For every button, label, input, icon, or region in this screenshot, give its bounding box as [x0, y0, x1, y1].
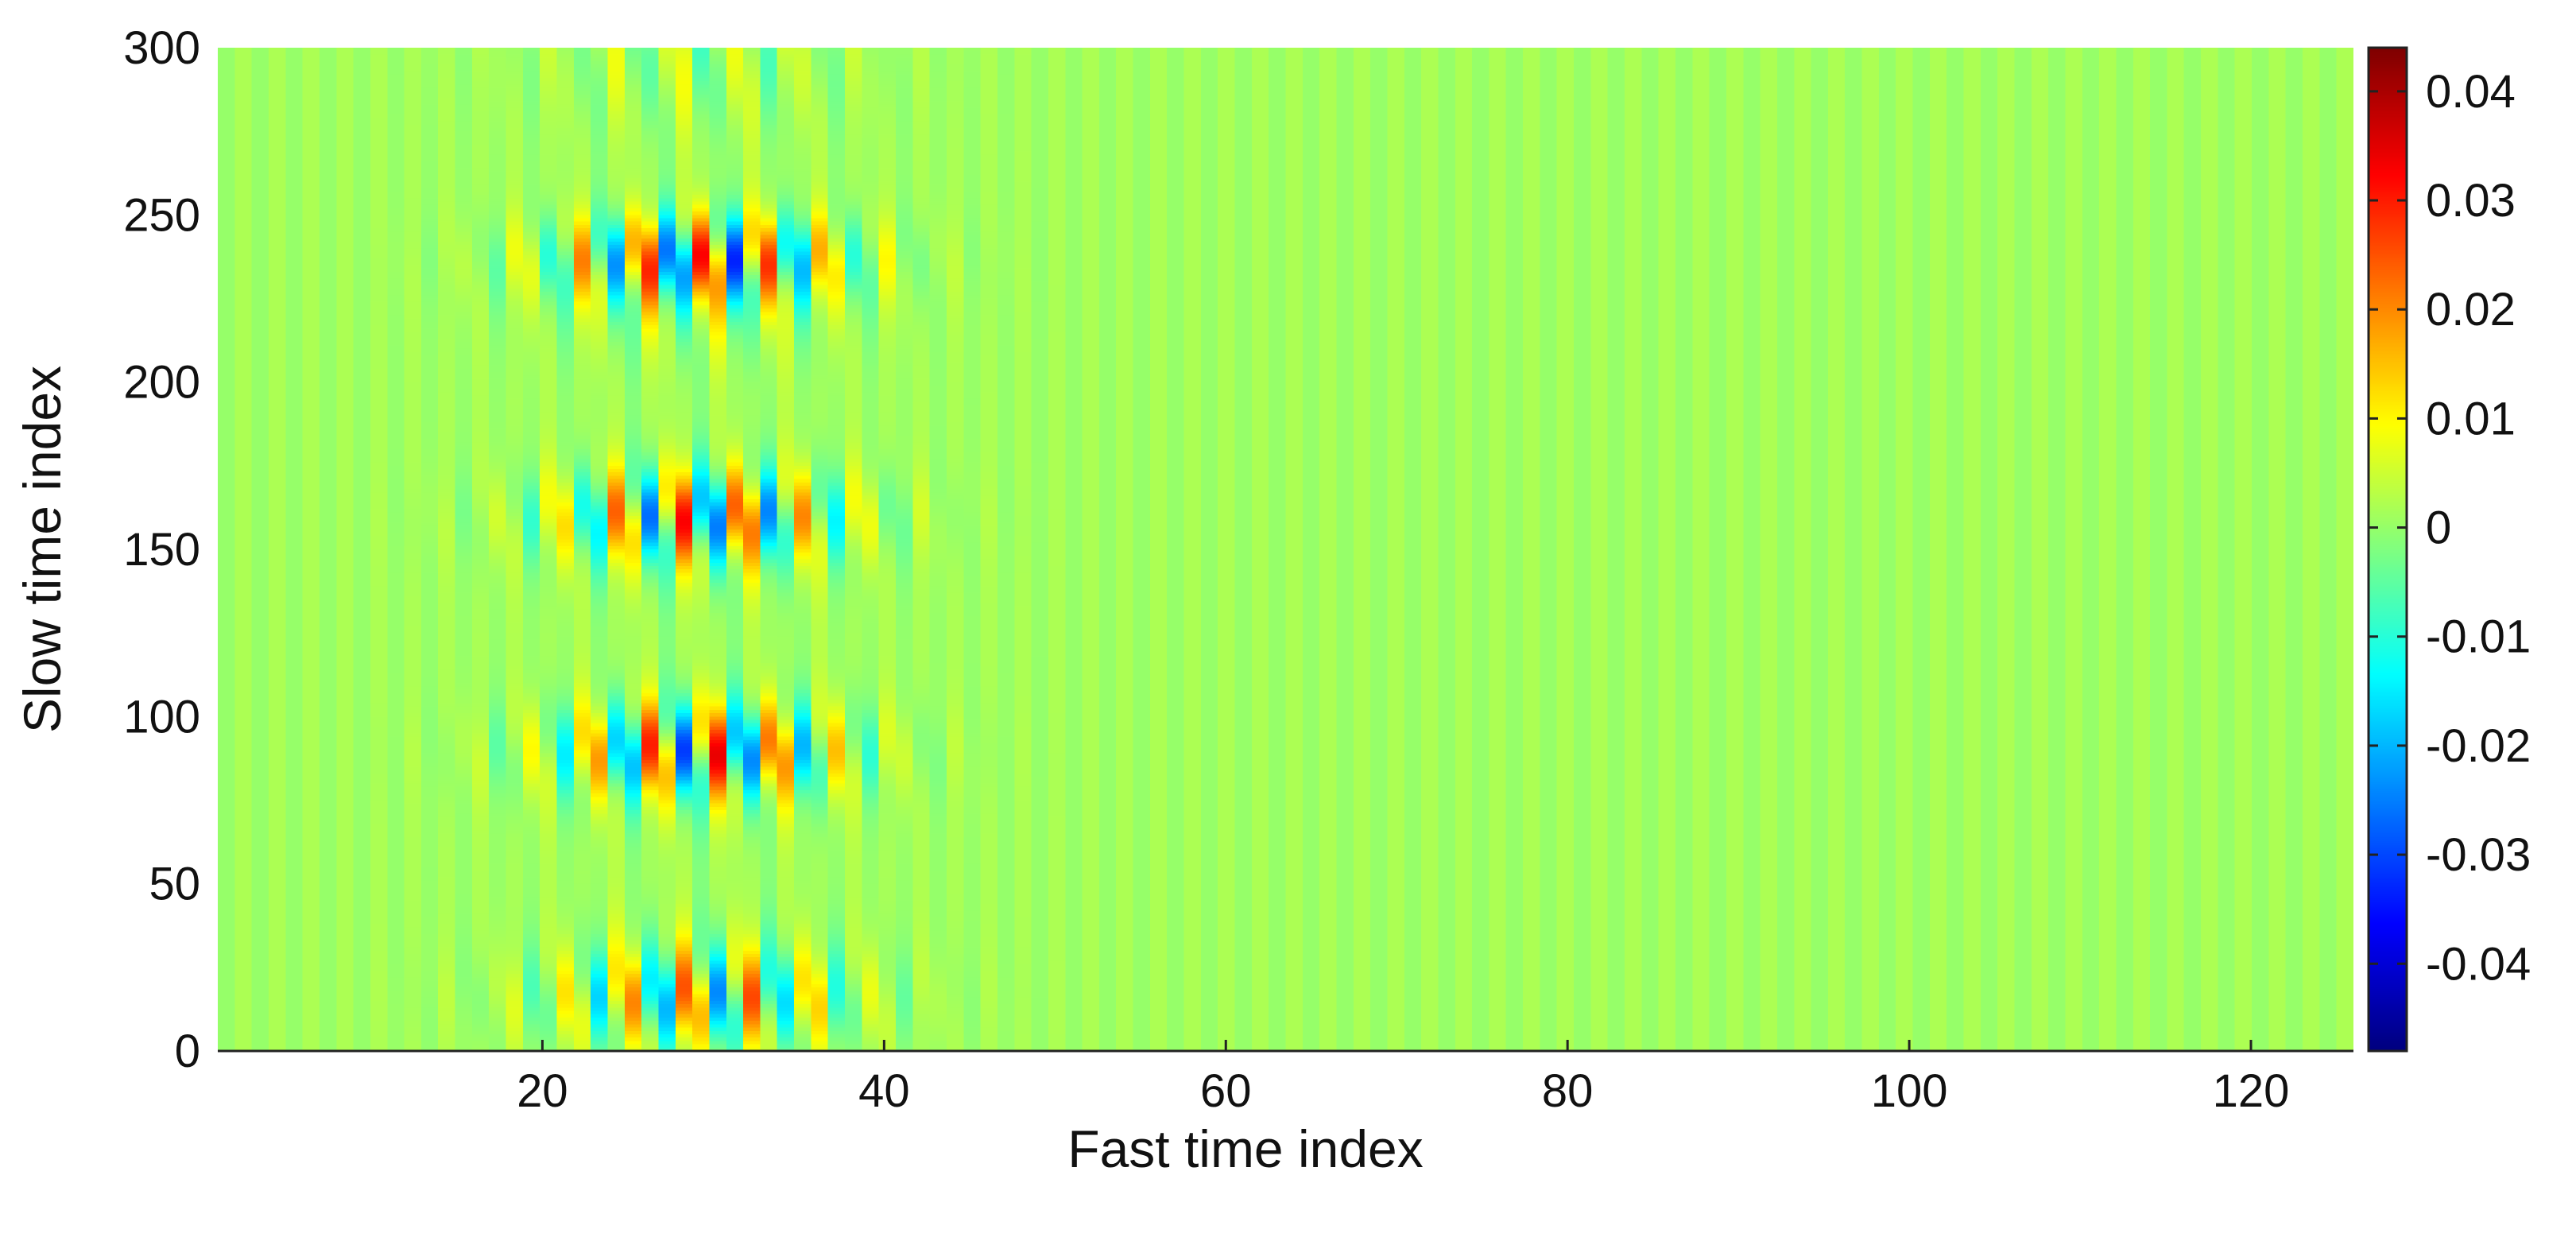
y-tick-label: 150: [123, 524, 200, 576]
colorbar-ticks: 0.04 0.03 0.02 0.01 0 -0.01 -0.02 -0.03 -0.04: [2369, 66, 2531, 990]
x-tick-label: 40: [858, 1065, 910, 1117]
x-axis-ticks: 20 40 60 80 100 120: [517, 1040, 2289, 1117]
colorbar-tick-label: 0.01: [2426, 393, 2516, 444]
colorbar-tick-label: 0.04: [2426, 66, 2516, 118]
y-axis-ticks: 0 50 100 150 200 250 300: [123, 22, 200, 1077]
colorbar-frame: [2367, 46, 2408, 1053]
axes-frame: [218, 46, 2408, 1053]
y-tick-label: 200: [123, 357, 200, 409]
colorbar-tick-label: -0.03: [2426, 829, 2531, 881]
x-axis-label: Fast time index: [1067, 1119, 1424, 1178]
y-axis-label: Slow time index: [13, 366, 72, 733]
x-tick-label: 80: [1542, 1065, 1594, 1117]
y-tick-label: 250: [123, 189, 200, 241]
colorbar-tick-label: 0.03: [2426, 175, 2516, 227]
colorbar-tick-label: 0.02: [2426, 284, 2516, 335]
colorbar-tick-label: -0.04: [2426, 938, 2531, 990]
y-tick-label: 300: [123, 22, 200, 74]
x-tick-label: 100: [1871, 1065, 1948, 1117]
x-tick-label: 20: [517, 1065, 568, 1117]
x-tick-label: 60: [1200, 1065, 1252, 1117]
y-tick-label: 0: [175, 1026, 200, 1077]
y-tick-label: 50: [149, 859, 200, 910]
x-tick-label: 120: [2213, 1065, 2290, 1117]
heatmap-image: [218, 48, 2353, 1051]
colorbar-gradient: [2369, 48, 2407, 1051]
y-tick-label: 100: [123, 691, 200, 743]
colorbar-tick-label: 0: [2426, 502, 2451, 554]
colorbar-tick-label: -0.02: [2426, 720, 2531, 772]
colorbar-tick-label: -0.01: [2426, 611, 2531, 663]
